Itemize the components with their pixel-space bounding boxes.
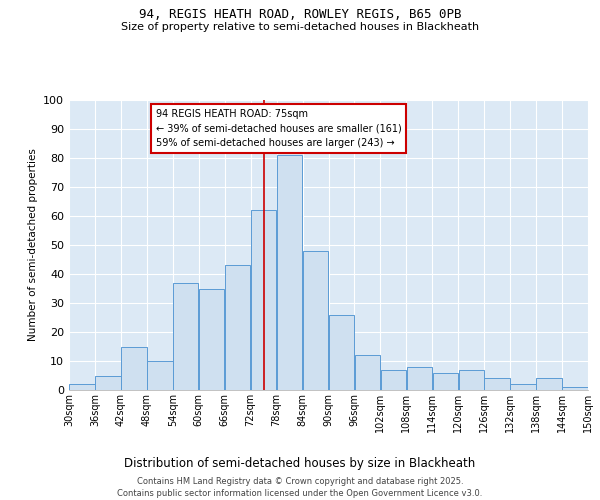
Bar — [303, 251, 328, 390]
Bar — [355, 355, 380, 390]
Bar — [121, 346, 146, 390]
Bar — [147, 361, 173, 390]
Bar — [199, 288, 224, 390]
Text: 94 REGIS HEATH ROAD: 75sqm
← 39% of semi-detached houses are smaller (161)
59% o: 94 REGIS HEATH ROAD: 75sqm ← 39% of semi… — [155, 108, 401, 148]
Bar — [536, 378, 562, 390]
Text: 94, REGIS HEATH ROAD, ROWLEY REGIS, B65 0PB: 94, REGIS HEATH ROAD, ROWLEY REGIS, B65 … — [139, 8, 461, 20]
Text: Contains public sector information licensed under the Open Government Licence v3: Contains public sector information licen… — [118, 489, 482, 498]
Bar — [484, 378, 510, 390]
Y-axis label: Number of semi-detached properties: Number of semi-detached properties — [28, 148, 38, 342]
Text: Distribution of semi-detached houses by size in Blackheath: Distribution of semi-detached houses by … — [124, 458, 476, 470]
Bar — [69, 384, 95, 390]
Bar — [433, 372, 458, 390]
Bar — [458, 370, 484, 390]
Bar — [380, 370, 406, 390]
Bar — [277, 155, 302, 390]
Bar — [511, 384, 536, 390]
Text: Contains HM Land Registry data © Crown copyright and database right 2025.: Contains HM Land Registry data © Crown c… — [137, 478, 463, 486]
Bar — [173, 282, 199, 390]
Text: Size of property relative to semi-detached houses in Blackheath: Size of property relative to semi-detach… — [121, 22, 479, 32]
Bar — [225, 266, 250, 390]
Bar — [251, 210, 277, 390]
Bar — [407, 367, 432, 390]
Bar — [329, 314, 354, 390]
Bar — [562, 387, 588, 390]
Bar — [95, 376, 121, 390]
